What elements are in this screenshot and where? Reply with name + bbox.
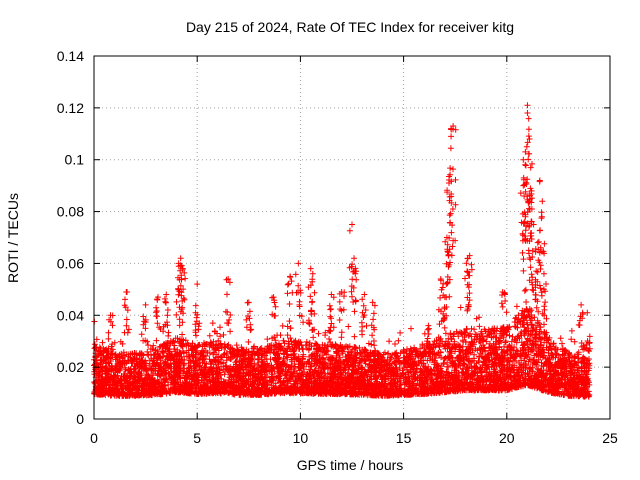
scatter-point xyxy=(530,221,537,228)
scatter-point xyxy=(446,180,453,187)
scatter-point xyxy=(448,133,455,140)
scatter-point xyxy=(194,281,201,288)
x-tick-label: 5 xyxy=(193,430,201,446)
scatter-point xyxy=(524,102,531,109)
scatter-point xyxy=(361,291,368,298)
scatter-point xyxy=(328,291,335,298)
scatter-point xyxy=(526,135,533,142)
scatter-point xyxy=(287,273,294,280)
scatter-point xyxy=(245,299,252,306)
scatter-point xyxy=(441,294,448,301)
x-tick-label: 0 xyxy=(90,430,98,446)
axis-ticks xyxy=(93,55,611,420)
scatter-point xyxy=(499,288,506,295)
scatter-point xyxy=(351,255,358,262)
scatter-point xyxy=(142,301,149,308)
y-tick-label: 0.14 xyxy=(57,48,84,64)
chart-title: Day 215 of 2024, Rate Of TEC Index for r… xyxy=(186,19,514,35)
scatter-point xyxy=(522,213,529,220)
scatter-point xyxy=(520,156,527,163)
scatter-point xyxy=(584,309,591,316)
scatter-noise-markers xyxy=(91,115,593,400)
y-tick-label: 0.06 xyxy=(57,255,84,271)
scatter-point xyxy=(450,123,457,130)
scatter-point xyxy=(540,270,547,277)
y-tick-label: 0 xyxy=(76,411,84,427)
scatter-point xyxy=(338,288,345,295)
plot-frame xyxy=(93,55,611,420)
x-tick-labels: 0 5 10 15 20 25 xyxy=(90,430,618,446)
scatter-point xyxy=(369,299,376,306)
y-tick-label: 0.08 xyxy=(57,204,84,220)
scatter-point xyxy=(524,110,531,117)
x-tick-label: 20 xyxy=(499,430,515,446)
y-tick-label: 0.04 xyxy=(57,307,84,323)
scatter-point xyxy=(124,288,131,295)
scatter-point xyxy=(534,239,541,246)
scatter-point xyxy=(528,187,535,194)
scatter-point xyxy=(425,322,432,329)
scatter-point xyxy=(538,213,545,220)
x-tick-label: 25 xyxy=(602,430,618,446)
scatter-point xyxy=(154,294,161,301)
scatter-point xyxy=(175,260,182,267)
scatter-point xyxy=(526,198,533,205)
y-tick-labels: 0 0.02 0.04 0.06 0.08 0.1 0.12 0.14 xyxy=(57,48,84,427)
x-tick-label: 15 xyxy=(396,430,412,446)
scatter-point xyxy=(522,148,529,155)
scatter-point xyxy=(578,301,585,308)
scatter-point xyxy=(270,294,277,301)
y-axis-label: ROTI / TECUs xyxy=(5,193,21,283)
grid-lines xyxy=(94,56,610,419)
scatter-point xyxy=(179,265,186,272)
scatter-point xyxy=(349,221,355,228)
scatter-point xyxy=(177,255,184,262)
x-tick-label: 10 xyxy=(293,430,309,446)
data-points xyxy=(91,102,593,400)
scatter-point xyxy=(437,275,444,282)
y-tick-label: 0.1 xyxy=(65,152,85,168)
scatter-point xyxy=(225,275,232,282)
scatter-point xyxy=(466,252,473,259)
scatter-point xyxy=(307,265,314,272)
x-axis-label: GPS time / hours xyxy=(297,457,404,473)
scatter-point xyxy=(107,312,114,319)
scatter-point xyxy=(295,260,302,267)
scatter-point xyxy=(443,234,450,241)
scatter-point xyxy=(309,270,316,277)
y-tick-label: 0.12 xyxy=(57,100,84,116)
scatter-point xyxy=(536,177,543,184)
y-tick-label: 0.02 xyxy=(57,359,84,375)
scatter-point xyxy=(163,291,170,298)
